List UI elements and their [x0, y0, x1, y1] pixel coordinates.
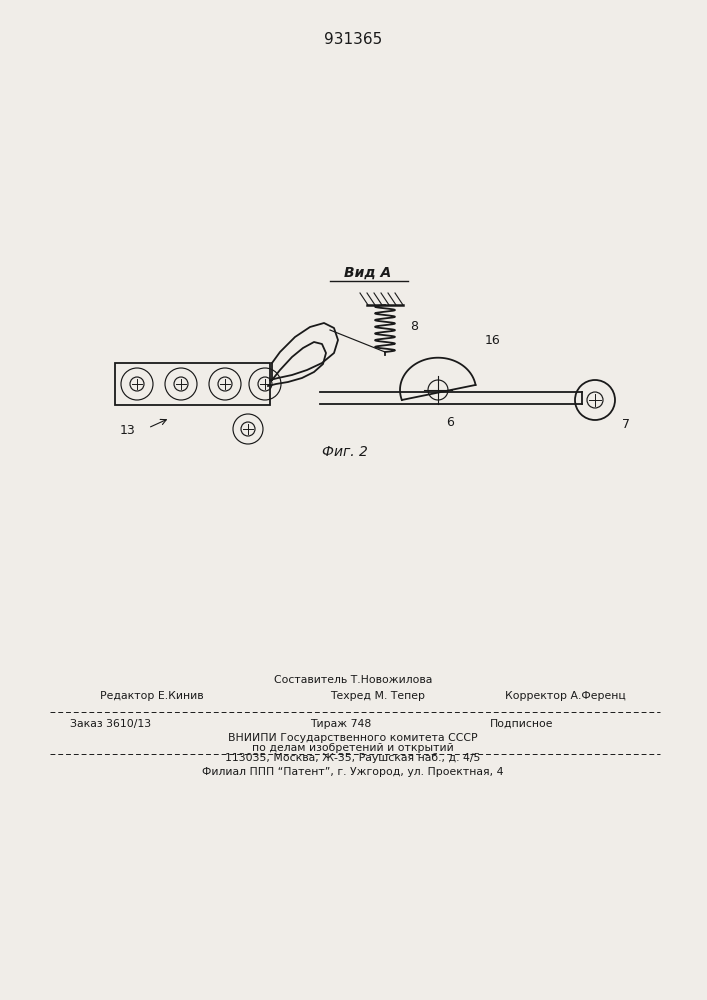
Text: 8: 8: [410, 320, 418, 334]
Text: Вид A: Вид A: [344, 266, 392, 280]
Text: Корректор А.Ференц: Корректор А.Ференц: [505, 691, 626, 701]
Text: 113035, Москва, Ж-35, Раушская наб., д. 4/5: 113035, Москва, Ж-35, Раушская наб., д. …: [226, 753, 481, 763]
Bar: [115, 363, 270, 405]
Text: 16: 16: [485, 334, 501, 347]
Text: 13: 13: [120, 424, 136, 436]
Text: по делам изобретений и открытий: по делам изобретений и открытий: [252, 743, 454, 753]
Text: Техред М. Тепер: Техред М. Тепер: [330, 691, 425, 701]
Text: 931365: 931365: [324, 32, 382, 47]
Text: 6: 6: [446, 416, 454, 428]
Text: Заказ 3610/13: Заказ 3610/13: [70, 719, 151, 729]
Text: Филиал ППП “Патент”, г. Ужгород, ул. Проектная, 4: Филиал ППП “Патент”, г. Ужгород, ул. Про…: [202, 767, 504, 777]
Text: Подписное: Подписное: [490, 719, 554, 729]
Text: ВНИИПИ Государственного комитета СССР: ВНИИПИ Государственного комитета СССР: [228, 733, 478, 743]
Text: Тираж 748: Тираж 748: [310, 719, 371, 729]
Text: 7: 7: [622, 418, 630, 432]
Text: Составитель Т.Новожилова: Составитель Т.Новожилова: [274, 675, 432, 685]
Text: Редактор Е.Кинив: Редактор Е.Кинив: [100, 691, 204, 701]
Text: Фиг. 2: Фиг. 2: [322, 445, 368, 459]
